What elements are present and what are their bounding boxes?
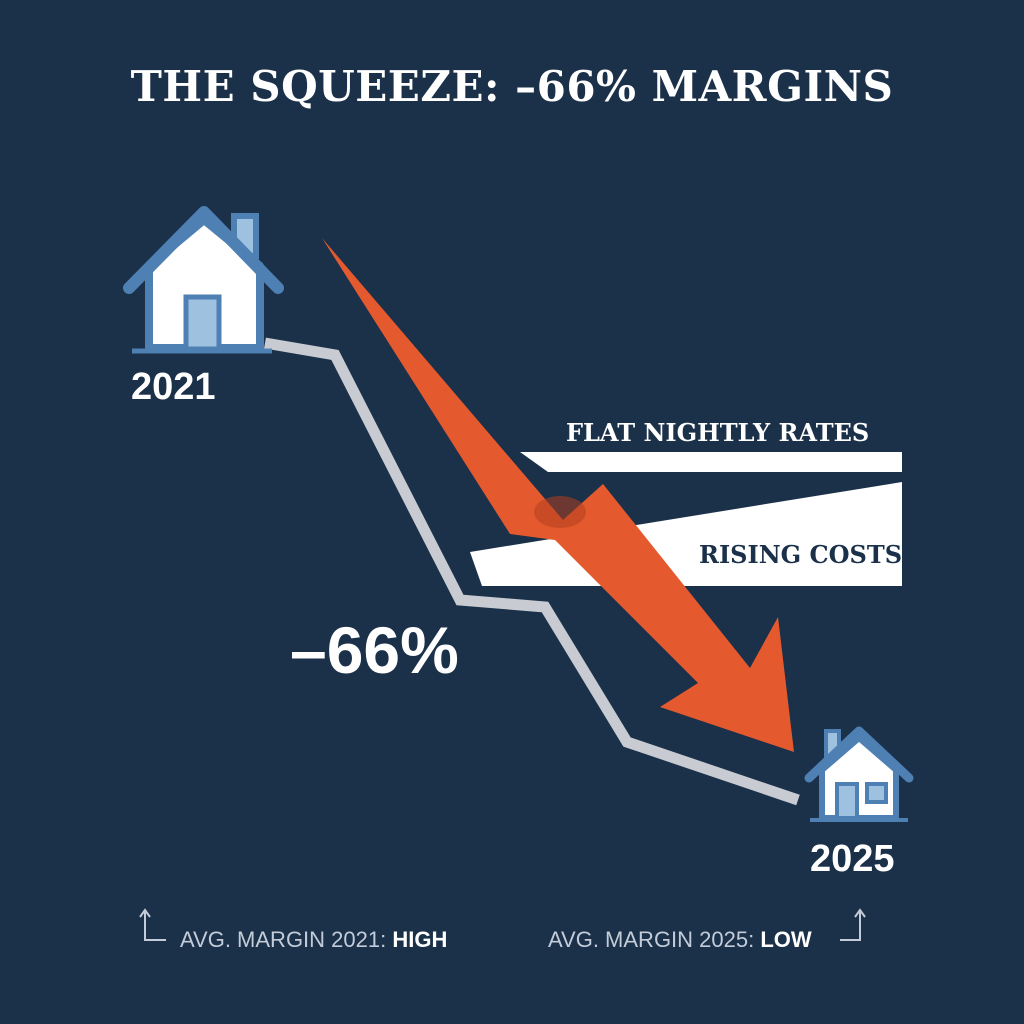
house-icon (123, 206, 284, 354)
year-start-label: 2021 (131, 366, 216, 408)
flat-rates-bar (520, 452, 902, 472)
footer-margin-2025-value: LOW (760, 927, 812, 952)
decline-arrow (322, 238, 794, 752)
house-icon (804, 726, 914, 822)
margin-trend-line (264, 337, 800, 806)
year-end-label: 2025 (810, 838, 895, 880)
rising-costs-label: RISING COSTS (699, 540, 903, 569)
footer-margin-2025: AVG. MARGIN 2025: LOW (548, 927, 812, 953)
footer-right-arrow-icon (840, 908, 866, 941)
footer-margin-2021-prefix: AVG. MARGIN 2021: (180, 927, 393, 952)
flat-rates-label: FLAT NIGHTLY RATES (566, 418, 870, 447)
arrow-fold-shade (534, 496, 586, 528)
page-title: THE SQUEEZE: –66% MARGINS (130, 62, 894, 111)
margin-change-label: –66% (290, 613, 459, 687)
footer-margin-2025-prefix: AVG. MARGIN 2025: (548, 927, 761, 952)
footer-left-arrow-icon (139, 908, 166, 941)
footer-margin-2021-value: HIGH (392, 927, 448, 952)
footer-margin-2021: AVG. MARGIN 2021: HIGH (180, 927, 447, 953)
